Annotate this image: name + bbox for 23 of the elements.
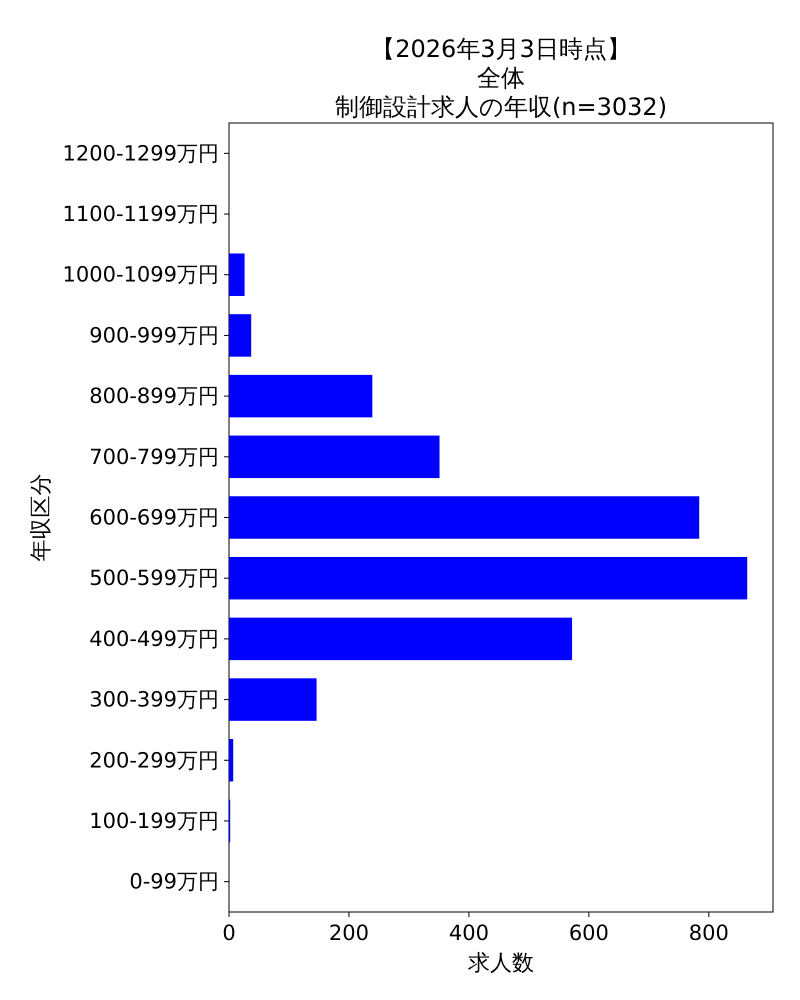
y-tick-label: 700-799万円 bbox=[89, 444, 219, 469]
x-axis-title: 求人数 bbox=[468, 951, 534, 976]
y-tick-label: 600-699万円 bbox=[89, 506, 219, 530]
x-tick-label: 600 bbox=[568, 921, 609, 945]
y-tick-label: 800-899万円 bbox=[89, 384, 219, 408]
x-tick-label: 400 bbox=[448, 921, 489, 945]
text: 【2026年3月3日時点】 bbox=[371, 35, 631, 63]
y-tick-label: 100-199万円 bbox=[89, 808, 219, 833]
y-tick-label: 300-399万円 bbox=[89, 688, 219, 712]
x-tick-label: 200 bbox=[328, 921, 370, 945]
y-tick-label: 500-599万円 bbox=[89, 566, 219, 590]
y-tick-label: 1000-1099万円 bbox=[62, 262, 219, 287]
y-tick-label: 900-999万円 bbox=[89, 323, 219, 348]
x-tick-label: 0 bbox=[222, 921, 236, 945]
y-tick-label: 400-499万円 bbox=[89, 626, 219, 651]
chart-title: 制御設計求人の年収(n=3032) bbox=[334, 93, 668, 121]
chart-subtitle: 全体 bbox=[477, 64, 525, 92]
x-tick-label: 800 bbox=[688, 921, 729, 945]
y-tick-label: 0-99万円 bbox=[129, 870, 219, 894]
y-tick-label: 1200-1299万円 bbox=[62, 141, 219, 166]
y-tick-label: 200-299万円 bbox=[89, 748, 219, 772]
y-axis-title: 年収区分 bbox=[29, 474, 54, 562]
y-tick-label: 1100-1199万円 bbox=[62, 202, 219, 226]
